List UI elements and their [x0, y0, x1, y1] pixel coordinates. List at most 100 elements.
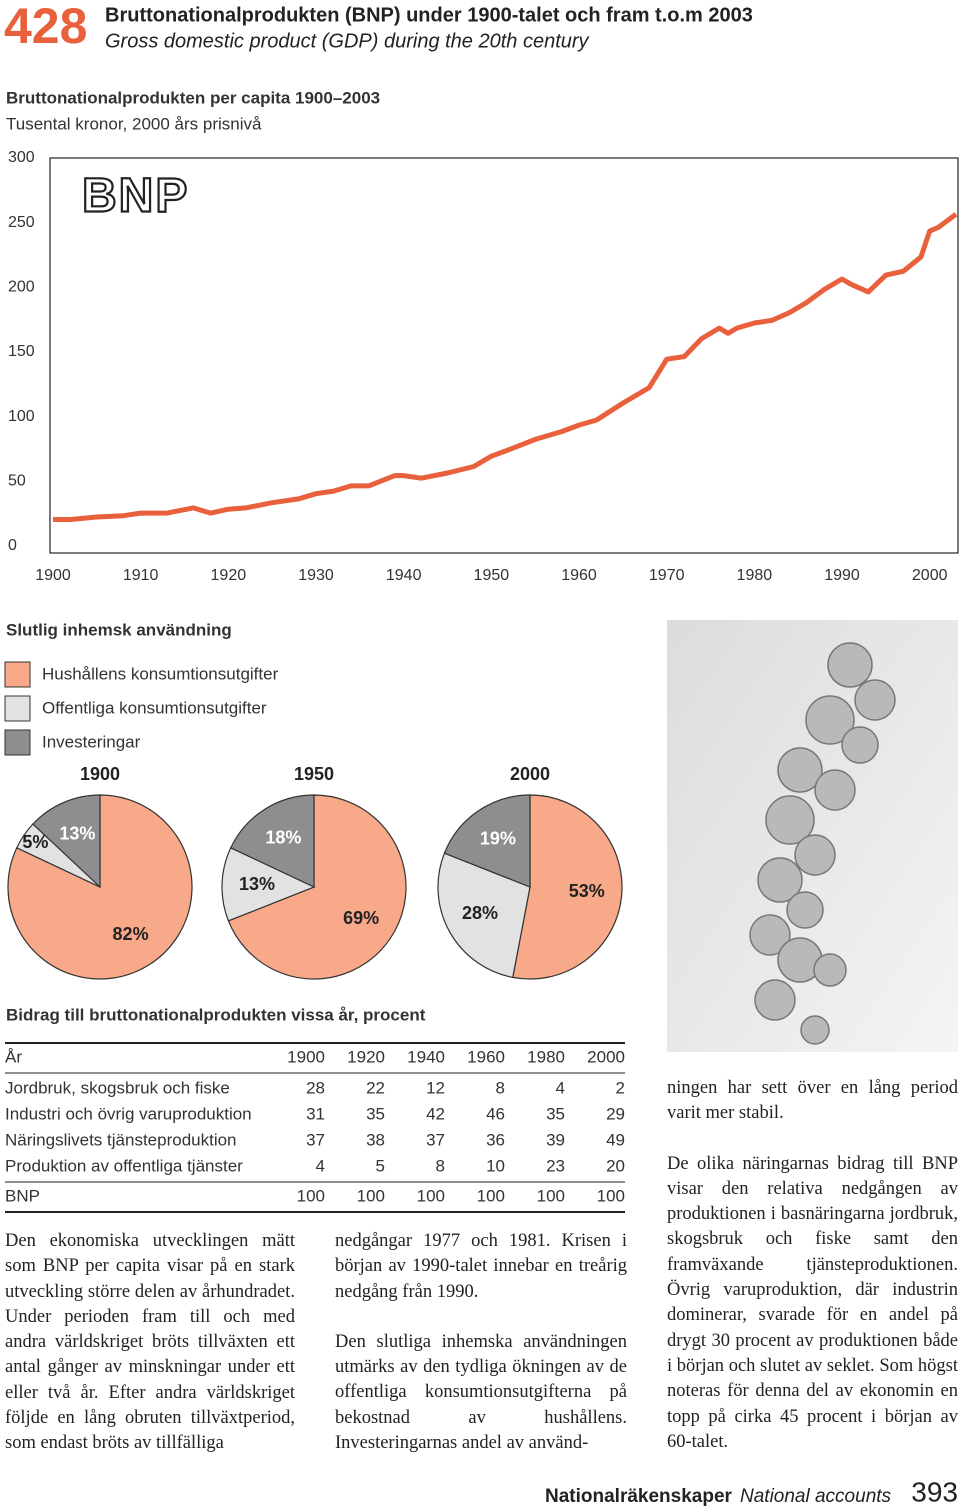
x-tick-label: 1980: [737, 567, 773, 584]
x-tick-label: 1920: [211, 567, 247, 584]
y-tick-label: 100: [8, 408, 35, 425]
table-cell: 100: [537, 1186, 565, 1205]
legend-swatch: [4, 661, 31, 688]
pie-year: 1900: [80, 764, 120, 784]
table-cell: BNP: [5, 1186, 40, 1205]
pie-title: Slutlig inhemsk användning: [6, 620, 232, 639]
y-tick-label: 250: [8, 214, 35, 231]
x-tick-label: 1900: [35, 567, 71, 584]
pie-slice: [221, 847, 316, 922]
pie-slice: [443, 794, 531, 888]
paragraph: ningen har sett över en lång period vari…: [667, 1078, 958, 1124]
pie-value-label: 28%: [462, 903, 498, 923]
legend-swatch: [4, 695, 31, 722]
chart-title: Bruttonationalprodukten per capita 1900–…: [6, 88, 380, 107]
table-header: 2000: [587, 1047, 625, 1066]
pie-value-label: 18%: [265, 828, 301, 848]
table-header: 1940: [407, 1047, 445, 1066]
table-cell: 100: [477, 1186, 505, 1205]
paragraph: De olika näringarnas bidrag till BNP vis…: [667, 1153, 958, 1452]
x-tick-label: 1910: [123, 567, 159, 584]
pie-value-label: 69%: [343, 908, 379, 928]
pie-year: 1950: [294, 764, 334, 784]
table-cell: 100: [297, 1186, 325, 1205]
footer-page-number: 393: [911, 1476, 958, 1507]
table-cell: 100: [417, 1186, 445, 1205]
text-column: Den ekonomiska utvecklingen mätt som BNP…: [5, 1229, 295, 1482]
table-cell: 100: [357, 1186, 385, 1205]
y-tick-label: 200: [8, 279, 35, 296]
table-header: 1920: [347, 1047, 385, 1066]
pie-slice: [32, 794, 101, 889]
footer-section-en: National accounts: [740, 1486, 892, 1507]
pie-value-label: 82%: [113, 924, 149, 944]
y-tick-label: 300: [8, 149, 35, 166]
pie-year: 2000: [510, 764, 550, 784]
table-cell: 42: [426, 1104, 445, 1123]
x-tick-label: 1940: [386, 567, 422, 584]
text-column: ningen har sett över en lång period vari…: [667, 1076, 958, 1480]
x-tick-label: 1950: [474, 567, 510, 584]
paragraph: nedgångar 1977 och 1981. Krisen i början…: [335, 1231, 627, 1302]
table-cell: 22: [366, 1078, 385, 1097]
pie-value-label: 13%: [59, 823, 95, 843]
x-tick-label: 1990: [824, 567, 860, 584]
table-cell: 35: [546, 1104, 565, 1123]
y-tick-label: 150: [8, 343, 35, 360]
table-header: 1980: [527, 1047, 565, 1066]
legend-swatch: [4, 729, 31, 756]
footer-section: Nationalräkenskaper: [545, 1486, 733, 1507]
table-cell: 35: [366, 1104, 385, 1123]
page-number: 428: [4, 0, 87, 54]
pie-slice: [437, 852, 531, 979]
y-tick-label: 0: [8, 537, 17, 554]
pie-value-label: 53%: [569, 881, 605, 901]
table-title: Bidrag till bruttonationalprodukten viss…: [6, 1005, 426, 1024]
logo: BNP: [82, 170, 189, 223]
table-cell: 20: [606, 1156, 625, 1175]
table-header: År: [5, 1047, 22, 1066]
table-cell: 2: [616, 1078, 625, 1097]
table-cell: 37: [306, 1130, 325, 1149]
pie-slice: [229, 794, 315, 888]
legend-label: Hushållens konsumtionsutgifter: [42, 664, 279, 683]
table-cell: Näringslivets tjänsteproduktion: [5, 1130, 237, 1149]
table-cell: 31: [306, 1104, 325, 1123]
page-subtitle: Gross domestic product (GDP) during the …: [105, 30, 590, 52]
pie-slice: [7, 794, 193, 980]
table-header: 1960: [467, 1047, 505, 1066]
table-cell: 4: [556, 1078, 565, 1097]
text-column: nedgångar 1977 och 1981. Krisen i början…: [335, 1229, 627, 1481]
table-cell: 8: [436, 1156, 445, 1175]
pie-value-label: 19%: [480, 829, 516, 849]
pie-value-label: 13%: [239, 874, 275, 894]
legend-label: Investeringar: [42, 732, 141, 751]
table-cell: 38: [366, 1130, 385, 1149]
paragraph: Den slutliga inhemska användningen utmär…: [335, 1331, 627, 1454]
pie-value-label: 5%: [22, 832, 48, 852]
table-cell: Industri och övrig varuproduktion: [5, 1104, 252, 1123]
table-cell: 10: [486, 1156, 505, 1175]
table-cell: 36: [486, 1130, 505, 1149]
pie-slice: [512, 794, 623, 980]
x-tick-label: 1930: [298, 567, 334, 584]
table-cell: 39: [546, 1130, 565, 1149]
table-cell: Jordbruk, skogsbruk och fiske: [5, 1078, 230, 1097]
paragraph: Den ekonomiska utvecklingen mätt som BNP…: [5, 1231, 295, 1454]
table-cell: 12: [426, 1078, 445, 1097]
table-cell: 46: [486, 1104, 505, 1123]
table-cell: 4: [316, 1156, 325, 1175]
table-cell: 37: [426, 1130, 445, 1149]
x-tick-label: 1960: [561, 567, 597, 584]
chart-subtitle: Tusental kronor, 2000 års prisnivå: [6, 114, 262, 133]
page-title: Bruttonationalprodukten (BNP) under 1900…: [105, 4, 753, 26]
legend-label: Offentliga konsumtionsutgifter: [42, 698, 267, 717]
table-cell: 28: [306, 1078, 325, 1097]
table-cell: 5: [376, 1156, 385, 1175]
table-header: 1900: [287, 1047, 325, 1066]
photo-coins: [749, 642, 896, 1045]
x-tick-label: 1970: [649, 567, 685, 584]
table-cell: 49: [606, 1130, 625, 1149]
